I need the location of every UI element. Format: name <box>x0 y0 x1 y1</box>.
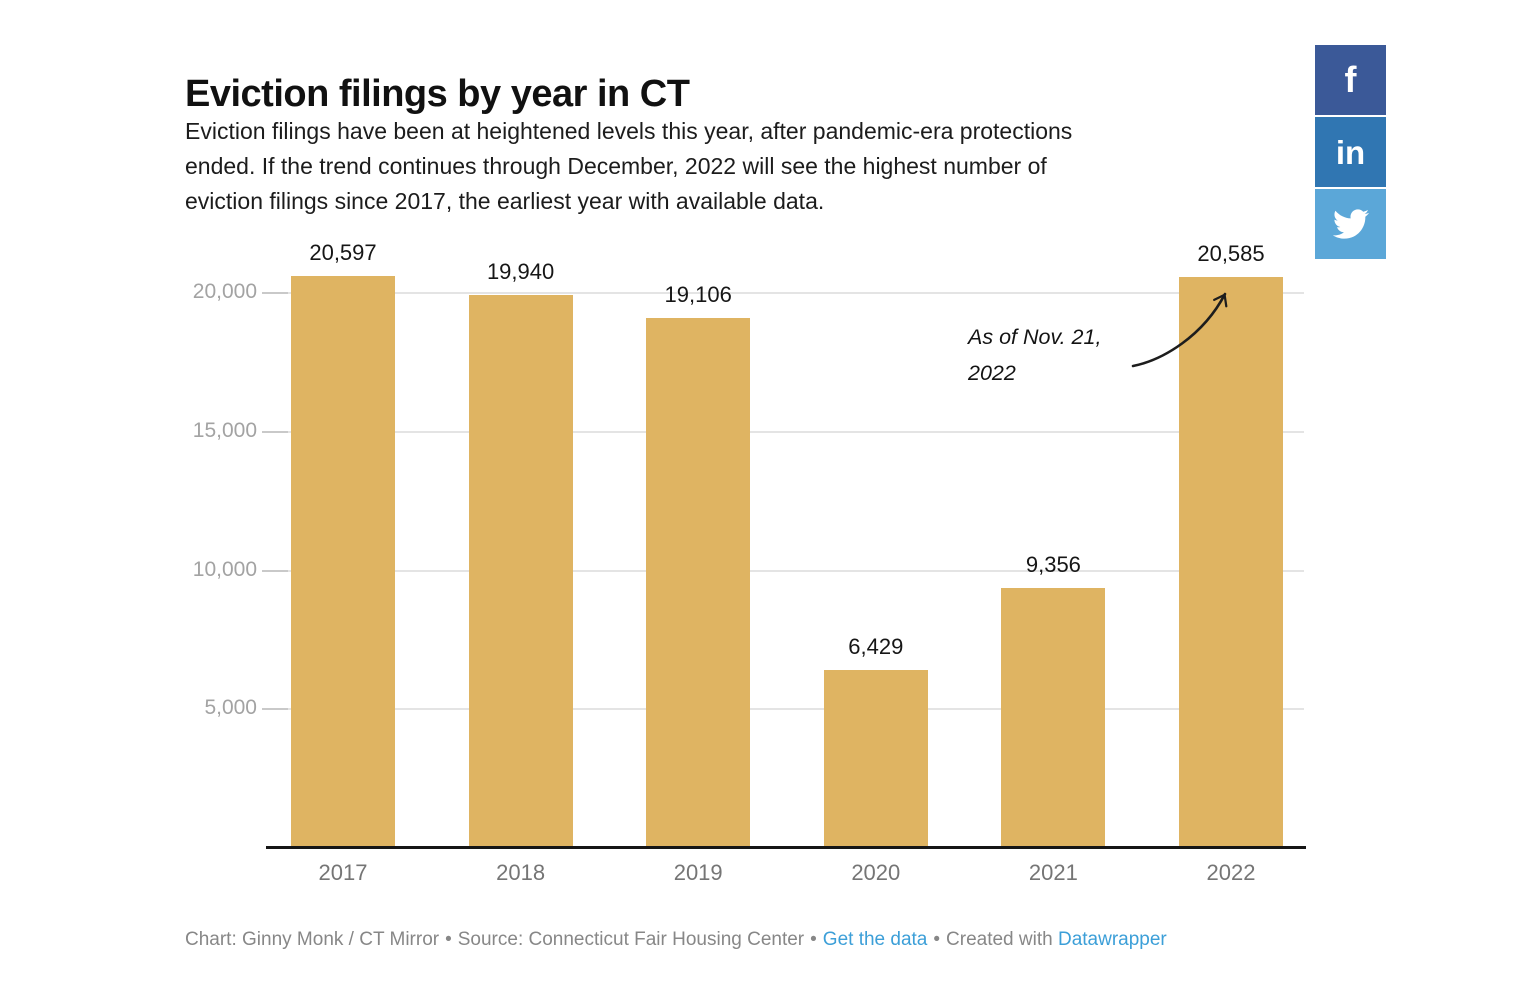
gridline <box>268 292 1304 294</box>
get-the-data-link[interactable]: Get the data <box>822 929 928 950</box>
x-axis-label: 2021 <box>1028 860 1078 885</box>
y-axis-label: 20,000 <box>192 280 257 303</box>
y-axis-label: 5,000 <box>204 696 257 720</box>
share-twitter-button[interactable] <box>1315 189 1386 259</box>
y-axis-tick <box>262 569 288 572</box>
x-axis-label: 2019 <box>673 860 723 885</box>
footer-source: Source: Connecticut Fair Housing Center <box>457 929 805 950</box>
footer-separator: • <box>445 929 452 950</box>
x-axis-baseline <box>266 846 1306 849</box>
twitter-bird-icon <box>1332 206 1369 242</box>
facebook-icon: f <box>1344 59 1357 100</box>
annotation-arrow <box>1131 292 1228 368</box>
x-axis-label: 2022 <box>1206 860 1256 885</box>
value-label: 19,106 <box>664 281 732 307</box>
x-axis-label: 2017 <box>318 860 368 885</box>
y-axis-tick <box>262 292 288 294</box>
x-axis-label: 2018 <box>496 860 546 885</box>
datawrapper-link[interactable]: Datawrapper <box>1057 929 1167 950</box>
share-linkedin-button[interactable]: in <box>1315 117 1386 187</box>
gridline <box>268 708 1304 711</box>
bar-2022 <box>1179 276 1283 848</box>
linkedin-icon: in <box>1335 133 1366 171</box>
footer: Chart: Ginny Monk / CT Mirror • Source: Co… <box>185 929 1167 951</box>
bar-2018 <box>468 294 573 848</box>
y-axis-tick <box>262 430 288 433</box>
value-label: 19,940 <box>486 258 555 284</box>
footer-created-with: Created with <box>946 929 1053 950</box>
share-facebook-button[interactable]: f <box>1315 45 1386 115</box>
bar-2019 <box>646 317 751 848</box>
gridline <box>268 430 1304 433</box>
footer-separator: • <box>810 929 817 950</box>
value-label: 20,597 <box>309 240 377 266</box>
y-axis-label: 15,000 <box>192 418 257 442</box>
x-axis-label: 2020 <box>851 860 901 885</box>
footer-separator: • <box>933 929 941 950</box>
share-buttons: f in <box>1315 45 1386 261</box>
chart-title: Eviction filings by year in CT <box>185 73 690 116</box>
chart-annotation: As of Nov. 21, 2022 <box>968 325 1102 385</box>
chart-description: Eviction filings have been at heightened… <box>185 118 1073 214</box>
value-label: 9,356 <box>1025 552 1081 578</box>
y-axis-label: 10,000 <box>192 557 257 581</box>
value-label: 20,585 <box>1197 240 1265 266</box>
bar-2017 <box>291 276 395 848</box>
footer-credit: Chart: Ginny Monk / CT Mirror <box>185 929 440 950</box>
value-label: 6,429 <box>848 633 904 659</box>
bar-2021 <box>1001 588 1106 848</box>
gridline <box>268 569 1304 572</box>
bar-2020 <box>823 669 928 848</box>
y-axis-tick <box>262 708 288 711</box>
